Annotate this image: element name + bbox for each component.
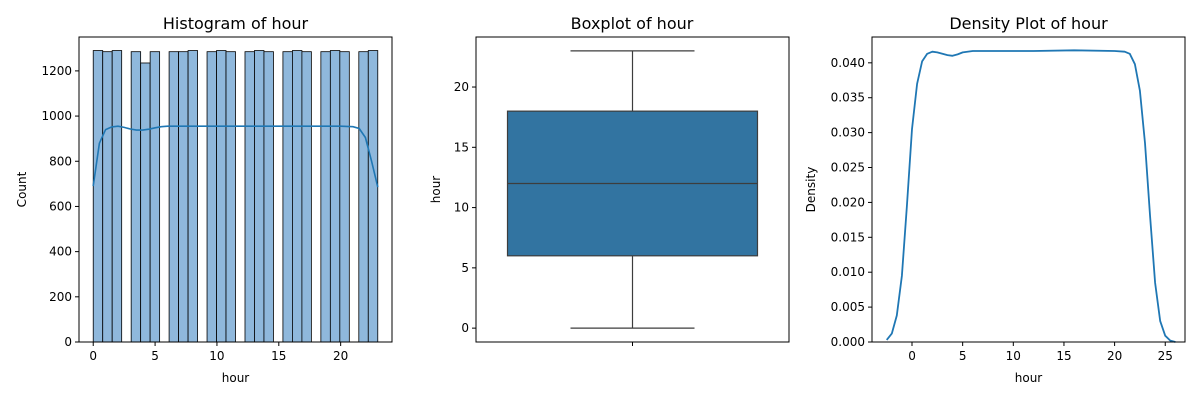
density-xtick-label: 20 bbox=[1107, 349, 1122, 363]
histogram-bar bbox=[244, 51, 255, 343]
histogram-bar bbox=[168, 51, 179, 343]
histogram-xtick-label: 0 bbox=[89, 349, 97, 363]
histogram-ytick-label: 600 bbox=[49, 199, 72, 213]
histogram-xtick-label: 5 bbox=[151, 349, 159, 363]
histogram-ytick-label: 400 bbox=[49, 245, 72, 259]
density-xtick-label: 10 bbox=[1006, 349, 1021, 363]
boxplot-ytick-label: 5 bbox=[461, 261, 469, 275]
boxplot-ylabel: hour bbox=[429, 176, 443, 204]
histogram-frame bbox=[78, 36, 393, 343]
histogram-bar bbox=[140, 62, 151, 343]
density-xtick-label: 25 bbox=[1158, 349, 1173, 363]
histogram-bar bbox=[301, 51, 312, 343]
histogram-bar bbox=[339, 51, 350, 343]
histogram-bar bbox=[225, 51, 236, 343]
histogram-bar bbox=[92, 50, 104, 343]
density-ytick-label: 0.015 bbox=[831, 230, 865, 244]
density-ytick-label: 0.000 bbox=[831, 335, 865, 349]
histogram-bar bbox=[130, 51, 142, 343]
histogram-ytick-label: 0 bbox=[64, 335, 72, 349]
density-ytick-label: 0.030 bbox=[831, 126, 865, 140]
histogram-ytick-label: 1000 bbox=[41, 109, 72, 123]
histogram-bar bbox=[178, 51, 189, 343]
histogram-ytick-label: 200 bbox=[49, 290, 72, 304]
histogram-xlabel: hour bbox=[222, 371, 250, 385]
boxplot-ytick-label: 10 bbox=[454, 201, 469, 215]
histogram-bar bbox=[329, 50, 341, 343]
density-ytick-label: 0.005 bbox=[831, 300, 865, 314]
histogram-bar bbox=[149, 51, 161, 343]
histogram-bar bbox=[254, 50, 265, 343]
boxplot-panel: Boxplot of hour 0 5 10 15 20 hour bbox=[429, 14, 790, 346]
density-line bbox=[886, 49, 1176, 343]
density-ytick-label: 0.035 bbox=[831, 91, 865, 105]
histogram-bar bbox=[187, 50, 198, 343]
histogram-panel: Histogram of hour 0200400600800100012000… bbox=[15, 14, 393, 385]
boxplot-ytick-label: 15 bbox=[454, 140, 469, 154]
histogram-xtick-label: 10 bbox=[209, 349, 224, 363]
density-xtick-label: 0 bbox=[908, 349, 916, 363]
histogram-plot-area: 0 200 400 600 800 1000 1200 0 5 10 15 20 bbox=[41, 50, 379, 363]
histogram-bar bbox=[320, 51, 331, 343]
boxplot-frame bbox=[475, 36, 790, 343]
density-ylabel: Density bbox=[804, 167, 818, 213]
histogram-bar bbox=[358, 51, 369, 343]
histogram-bar bbox=[263, 51, 274, 343]
histogram-bar bbox=[111, 50, 123, 343]
density-frame bbox=[871, 36, 1186, 343]
density-xlabel: hour bbox=[1015, 371, 1043, 385]
histogram-xtick-label: 15 bbox=[271, 349, 286, 363]
histogram-bar bbox=[206, 51, 217, 343]
density-panel: Density Plot of hour 0.000 0.005 0.010 0.01… bbox=[804, 14, 1186, 385]
histogram-ytick-label: 800 bbox=[49, 154, 72, 168]
boxplot-title: Boxplot of hour bbox=[571, 14, 694, 33]
density-ytick-label: 0.040 bbox=[831, 56, 865, 70]
histogram-bar bbox=[216, 50, 227, 343]
density-xtick-label: 5 bbox=[959, 349, 967, 363]
histogram-kde-line bbox=[92, 125, 379, 188]
density-xtick-label: 15 bbox=[1056, 349, 1071, 363]
histogram-bar bbox=[292, 50, 303, 343]
density-ytick-label: 0.020 bbox=[831, 195, 865, 209]
histogram-bar bbox=[367, 50, 379, 343]
histogram-ytick-label: 1200 bbox=[41, 64, 72, 78]
boxplot-ytick-label: 0 bbox=[461, 321, 469, 335]
density-title: Density Plot of hour bbox=[949, 14, 1108, 33]
histogram-xtick-label: 20 bbox=[333, 349, 348, 363]
boxplot-plot-area: 0 5 10 15 20 bbox=[454, 50, 759, 346]
histogram-ylabel: Count bbox=[15, 171, 29, 207]
density-plot-area: 0.000 0.005 0.010 0.015 0.020 0.025 0.030 0.035… bbox=[831, 49, 1176, 363]
histogram-bar bbox=[102, 51, 113, 343]
histogram-bar bbox=[282, 51, 293, 343]
density-ytick-label: 0.025 bbox=[831, 161, 865, 175]
histogram-title: Histogram of hour bbox=[163, 14, 309, 33]
boxplot-ytick-label: 20 bbox=[454, 80, 469, 94]
density-ytick-label: 0.010 bbox=[831, 265, 865, 279]
